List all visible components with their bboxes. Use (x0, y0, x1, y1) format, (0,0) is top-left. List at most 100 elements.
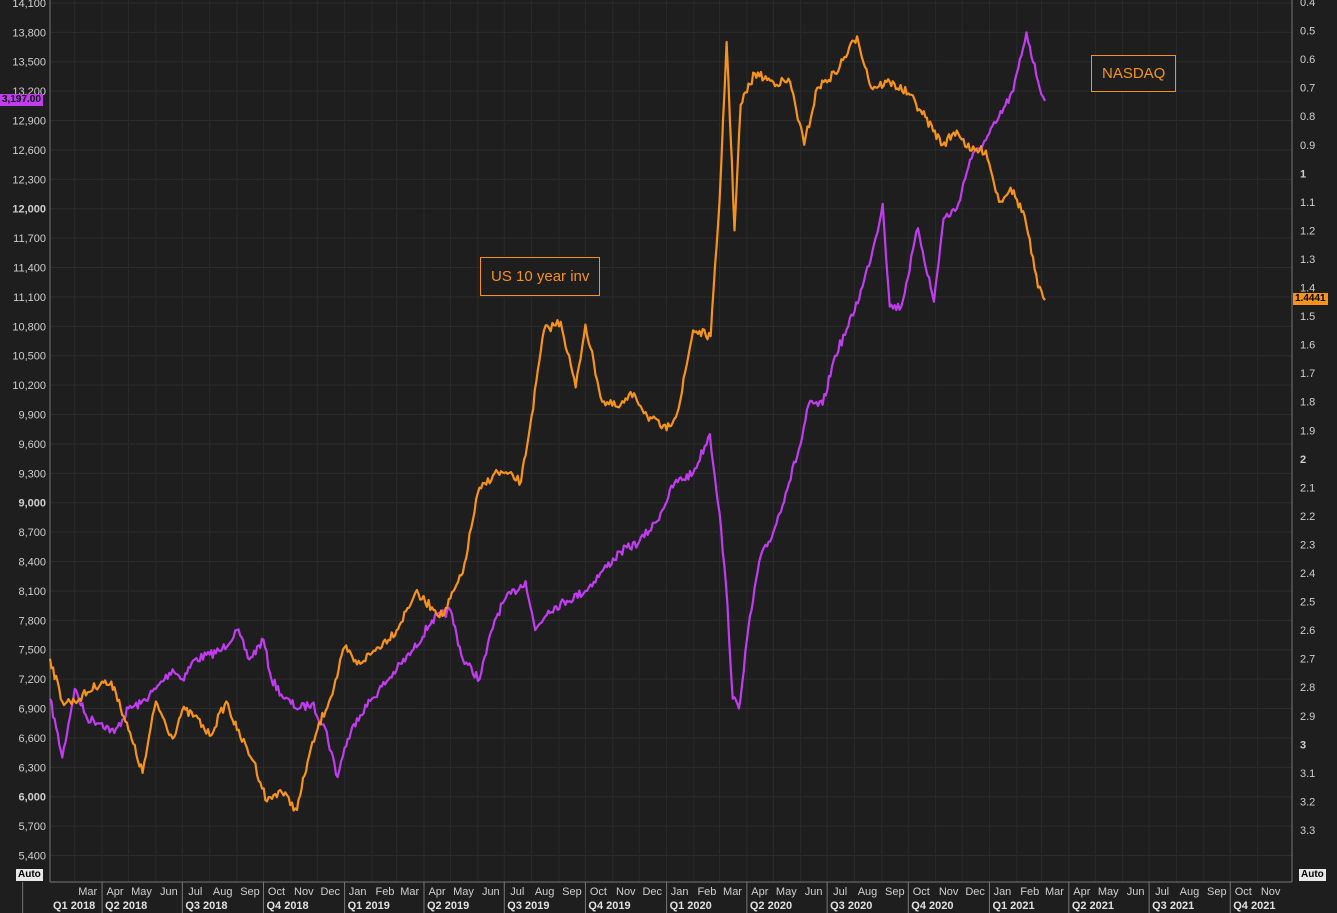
month-tick-label: Oct (913, 886, 930, 898)
month-tick-label: Mar (400, 886, 419, 898)
month-tick-label: Jan (671, 886, 689, 898)
left-tick-label: 9,600 (18, 439, 46, 451)
left-tick-label: 13,800 (12, 27, 46, 39)
month-tick-label: May (1098, 886, 1119, 898)
right-tick-label: 2.1 (1300, 482, 1315, 494)
left-tick-label: 11,700 (13, 233, 46, 245)
month-tick-label: Nov (1261, 886, 1281, 898)
right-tick-label: 0.9 (1300, 140, 1315, 152)
right-tick-label: 1.9 (1300, 425, 1315, 437)
month-tick-label: Mar (1045, 886, 1064, 898)
right-tick-label: 2.4 (1300, 568, 1315, 580)
right-tick-label: 3.3 (1300, 825, 1315, 837)
month-tick-label: Jul (833, 886, 847, 898)
month-tick-label: Feb (375, 886, 394, 898)
auto-scale-right-button[interactable]: Auto (1299, 869, 1326, 881)
left-tick-label: 5,700 (18, 821, 46, 833)
month-tick-label: Dec (642, 886, 662, 898)
left-tick-label: 6,900 (18, 704, 46, 716)
quarter-tick-label: Q2 2021 (1072, 900, 1114, 912)
quarter-tick-label: Q2 2020 (750, 900, 792, 912)
right-current-value-tag: 1.4441 (1293, 293, 1328, 305)
annotation-nasdaq: NASDAQ (1091, 55, 1177, 92)
left-tick-label: 14,100 (12, 0, 46, 10)
month-tick-label: Jul (188, 886, 202, 898)
right-tick-label: 3.2 (1300, 796, 1315, 808)
left-tick-label: 10,800 (12, 321, 46, 333)
month-tick-label: Jul (1155, 886, 1169, 898)
quarter-tick-label: Q3 2019 (507, 900, 549, 912)
quarter-tick-label: Q3 2018 (185, 900, 227, 912)
left-tick-label: 12,900 (12, 116, 46, 128)
quarter-tick-label: Q1 2018 (53, 900, 95, 912)
right-tick-label: 0.8 (1300, 111, 1315, 123)
month-tick-label: Aug (1180, 886, 1200, 898)
left-tick-label: 12,300 (12, 174, 46, 186)
month-tick-label: Jul (510, 886, 524, 898)
quarter-tick-label: Q4 2020 (911, 900, 953, 912)
left-tick-label: 11,100 (13, 292, 46, 304)
month-tick-label: Sep (562, 886, 582, 898)
right-axis: 0.4 0.5 0.6 0.7 0.8 0.9 1 1.1 1.2 1.3 1.4 1.5 1.6 1.7… (1291, 0, 1315, 882)
right-tick-label: 0.4 (1300, 0, 1315, 9)
left-tick-label: 6,300 (18, 762, 46, 774)
month-tick-label: Aug (535, 886, 555, 898)
series-lines (48, 31, 1047, 812)
quarter-tick-label: Q1 2020 (670, 900, 712, 912)
right-tick-label: 0.6 (1300, 54, 1315, 66)
right-tick-label: 2.3 (1300, 539, 1315, 551)
quarter-tick-label: Q2 2019 (427, 900, 469, 912)
right-tick-label: 3.1 (1300, 768, 1315, 780)
right-tick-label: 0.5 (1300, 26, 1315, 38)
left-tick-label: 11,400 (13, 263, 46, 275)
month-tick-label: Apr (106, 886, 123, 898)
quarter-tick-label: Q2 2018 (105, 900, 147, 912)
month-tick-label: Nov (294, 886, 314, 898)
quarter-tick-label: Q4 2019 (588, 900, 630, 912)
month-tick-label: Jun (1127, 886, 1145, 898)
left-tick-label: 8,400 (18, 557, 46, 569)
right-tick-label: 2.2 (1300, 511, 1315, 523)
right-tick-label: 1.5 (1300, 311, 1315, 323)
month-tick-label: Dec (965, 886, 985, 898)
month-tick-label: Feb (697, 886, 716, 898)
month-tick-label: Sep (885, 886, 905, 898)
us10y-inv-line (48, 35, 1046, 812)
month-tick-label: Jan (994, 886, 1012, 898)
left-tick-label: 10,200 (12, 380, 46, 392)
quarter-tick-label: Q3 2020 (830, 900, 872, 912)
nasdaq-line (49, 31, 1047, 779)
left-tick-label: 7,200 (18, 674, 46, 686)
auto-scale-left-button[interactable]: Auto (16, 869, 43, 881)
left-axis: 14,10013,80013,50013,20012,90012,60012,3… (12, 0, 51, 882)
quarter-tick-label: Q1 2019 (348, 900, 390, 912)
left-tick-label: 12,600 (12, 145, 46, 157)
quarter-tick-label: Q3 2021 (1152, 900, 1194, 912)
right-tick-label: 1.4 (1300, 283, 1315, 295)
left-tick-label: 13,500 (12, 57, 46, 69)
left-current-value-tag: 3,197.00 (0, 94, 43, 106)
right-tick-label: 2.9 (1300, 711, 1315, 723)
month-tick-label: Oct (268, 886, 285, 898)
right-tick-label: 1.7 (1300, 368, 1315, 380)
right-tick-label: 1.2 (1300, 225, 1315, 237)
month-tick-label: Dec (320, 886, 340, 898)
right-tick-label: 1 (1300, 168, 1306, 180)
left-tick-label: 8,700 (18, 527, 46, 539)
left-tick-label: 10,500 (12, 351, 46, 363)
right-tick-label: 1.3 (1300, 254, 1315, 266)
left-tick-label: 7,800 (18, 615, 46, 627)
left-tick-label: 8,100 (18, 586, 46, 598)
month-tick-label: Oct (590, 886, 607, 898)
month-tick-label: Mar (78, 886, 97, 898)
month-tick-label: Mar (723, 886, 742, 898)
left-tick-label: 12,000 (12, 204, 46, 216)
right-tick-label: 1.6 (1300, 340, 1315, 352)
right-tick-label: 2.6 (1300, 625, 1315, 637)
left-tick-label: 6,600 (18, 733, 46, 745)
month-tick-label: Jan (349, 886, 367, 898)
quarter-tick-label: Q1 2021 (992, 900, 1034, 912)
month-tick-label: May (131, 886, 152, 898)
right-tick-label: 2.7 (1300, 654, 1315, 666)
